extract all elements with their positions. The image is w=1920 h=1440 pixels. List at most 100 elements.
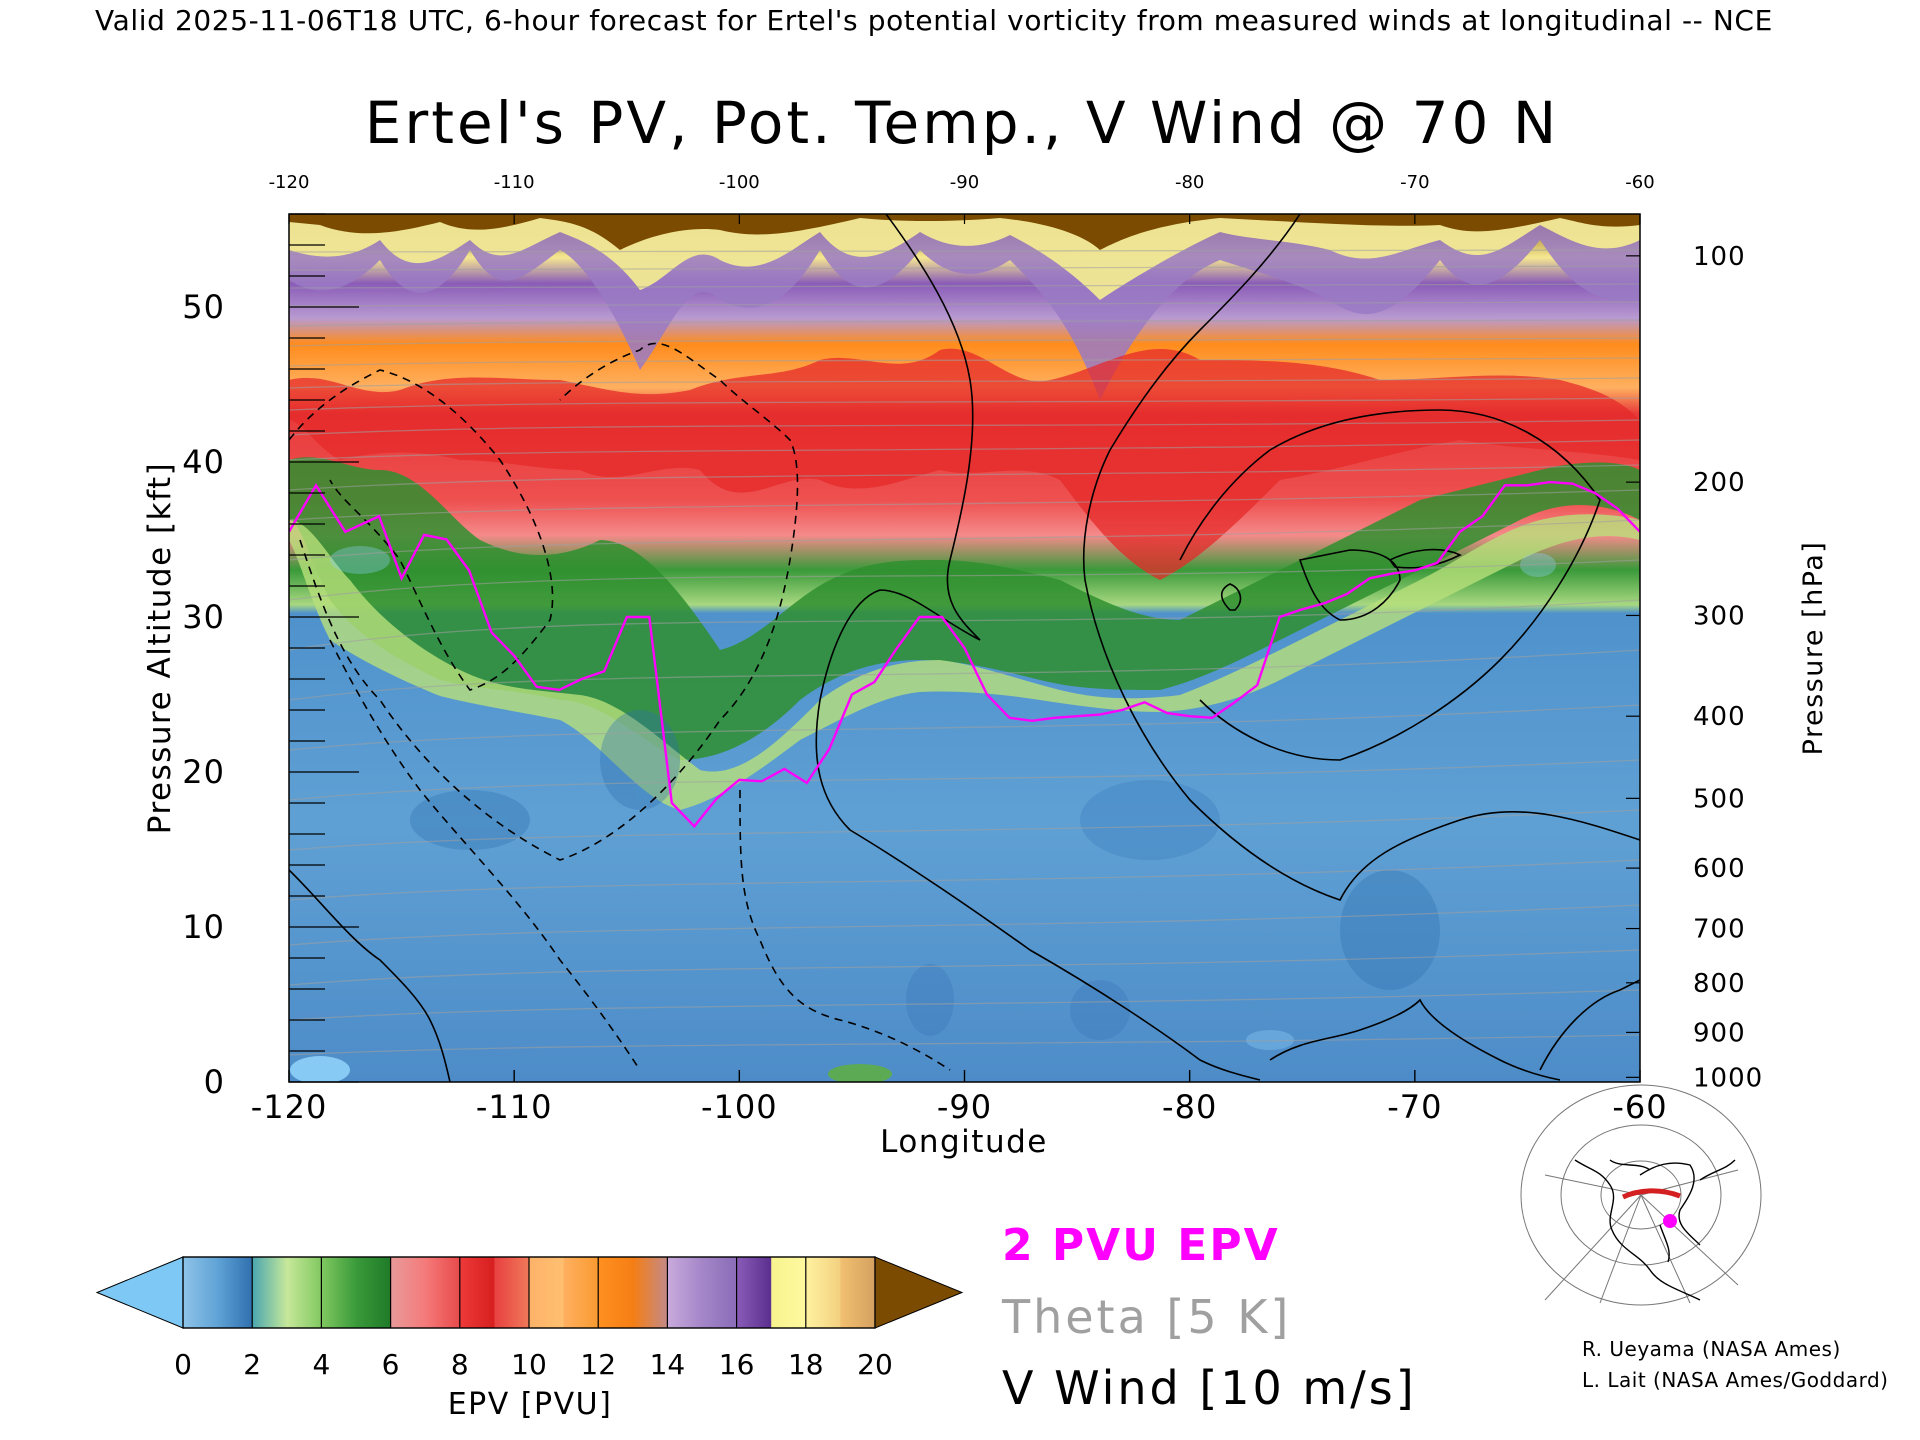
x-tick-label: -70: [1387, 1088, 1442, 1126]
y-tick-label: 0: [204, 1063, 225, 1101]
colorbar: 0 2 4 6 8 10 12 14 16 18 20 EPV [PVU]: [95, 1256, 964, 1422]
colorbar-bin: [563, 1257, 599, 1328]
colorbar-tick-label: 4: [312, 1348, 330, 1381]
legend-theta: Theta [5 K]: [1001, 1290, 1291, 1344]
troposphere-shading: [330, 546, 1556, 1050]
legend-epv: 2 PVU EPV: [1002, 1220, 1280, 1271]
pressure-axis-label: Pressure [hPa]: [1798, 541, 1829, 756]
x-axis-ticks-top: -120 -110 -100 -90 -80 -70 -60: [269, 172, 1655, 224]
x-top-tick-label: -90: [950, 172, 979, 193]
colorbar-bin: [736, 1257, 772, 1328]
colorbar-bin: [459, 1257, 495, 1328]
v-wind-ten-contour-3: [1298, 549, 1401, 621]
colorbar-bin: [840, 1257, 876, 1328]
v-wind-negative-contour-4: [329, 639, 641, 1071]
locator-map-transect: [1621, 1188, 1681, 1200]
x-axis-label: Longitude: [880, 1124, 1048, 1160]
colorbar-tick-label: 16: [719, 1348, 755, 1381]
y-axis-label: Pressure Altitude [kft]: [142, 462, 178, 834]
v-wind-contours: [289, 214, 1640, 1082]
colorbar-bin: [771, 1257, 807, 1328]
surface-green-patch: [828, 1064, 892, 1082]
colorbar-tick-label: 14: [650, 1348, 686, 1381]
colorbar-tick-label: 10: [511, 1348, 547, 1381]
x-tick-label: -100: [701, 1088, 778, 1126]
colorbar-bin: [632, 1257, 668, 1328]
pressure-tick-label: 400: [1693, 702, 1746, 732]
y-tick-label: 10: [182, 908, 225, 946]
colorbar-tick-label: 18: [788, 1348, 824, 1381]
colorbar-tick-label: 0: [174, 1348, 192, 1381]
x-top-tick-label: -110: [494, 172, 535, 193]
credit-line-2: L. Lait (NASA Ames/Goddard): [1582, 1368, 1888, 1392]
pressure-tick-label: 300: [1693, 601, 1746, 631]
tropopause-2pvu-line: [289, 480, 1640, 829]
legend-v-wind: V Wind [10 m/s]: [1002, 1361, 1417, 1415]
colorbar-tick-label: 8: [451, 1348, 469, 1381]
colorbar-label: EPV [PVU]: [448, 1387, 613, 1422]
colorbar-bin: [321, 1257, 357, 1328]
pressure-tick-label: 100: [1693, 242, 1746, 272]
colorbar-bin: [286, 1257, 322, 1328]
locator-map-marker: [1663, 1214, 1677, 1228]
light-green-fringe: [289, 514, 1640, 810]
locator-map: [1520, 1084, 1762, 1306]
green-pv-band: [289, 457, 1640, 760]
colorbar-bin: [667, 1257, 703, 1328]
v-wind-ten-contour-4: [1388, 548, 1462, 569]
valid-line: Valid 2025-11-06T18 UTC, 6-hour forecast…: [95, 4, 1773, 37]
colorbar-bin: [425, 1257, 461, 1328]
pressure-tick-label: 900: [1693, 1018, 1746, 1048]
v-wind-zero-contour-1: [289, 869, 451, 1082]
v-wind-ten-contour-2: [1179, 409, 1601, 761]
colorbar-bin: [702, 1257, 738, 1328]
pressure-tick-label: 1000: [1693, 1063, 1763, 1093]
x-tick-label: -120: [251, 1088, 328, 1126]
colorbar-under-arrow: [95, 1256, 184, 1329]
epv-field-detail: [289, 214, 1640, 1082]
v-wind-negative-contour-2: [299, 342, 799, 861]
v-wind-zero-contour-2: [815, 214, 1261, 1081]
x-tick-label: -60: [1612, 1088, 1667, 1126]
v-wind-negative-contour-3: [739, 789, 951, 1071]
colorbar-bin: [529, 1257, 565, 1328]
colorbar-bin: [183, 1257, 219, 1328]
locator-map-coastline: [1574, 1159, 1736, 1301]
x-top-tick-label: -70: [1400, 172, 1429, 193]
colorbar-tick-label: 6: [382, 1348, 400, 1381]
pressure-axis-ticks-right: 100 200 300 400 500 600 700 800 900 1000: [1626, 242, 1763, 1093]
x-tick-label: -90: [937, 1088, 992, 1126]
credit-line-1: R. Ueyama (NASA Ames): [1582, 1337, 1841, 1361]
pressure-tick-label: 500: [1693, 784, 1746, 814]
pressure-tick-label: 800: [1693, 969, 1746, 999]
x-tick-label: -80: [1162, 1088, 1217, 1126]
colorbar-bin: [390, 1257, 426, 1328]
colorbar-bin: [805, 1257, 841, 1328]
colorbar-ticks: 0 2 4 6 8 10 12 14 16 18 20: [174, 1257, 893, 1381]
v-wind-zero-contour-4: [1539, 979, 1640, 1071]
stratosphere-top-brown: [289, 214, 1640, 250]
colorbar-tick-label: 2: [243, 1348, 261, 1381]
colorbar-bin: [252, 1257, 288, 1328]
v-wind-negative-contour-1: [289, 369, 554, 691]
chart-title: Ertel's PV, Pot. Temp., V Wind @ 70 N: [365, 89, 1559, 157]
x-top-tick-label: -100: [719, 172, 760, 193]
pressure-tick-label: 200: [1693, 468, 1746, 498]
colorbar-bin: [217, 1257, 253, 1328]
v-wind-ten-contour-1: [1082, 214, 1640, 901]
y-tick-label: 30: [182, 598, 225, 636]
x-top-tick-label: -120: [269, 172, 310, 193]
v-wind-zero-contour-3: [1269, 998, 1561, 1081]
v-wind-ten-contour-5: [1220, 583, 1242, 611]
colorbar-tick-label: 20: [857, 1348, 893, 1381]
x-top-tick-label: -60: [1625, 172, 1654, 193]
pressure-tick-label: 600: [1693, 854, 1746, 884]
y-tick-label: 50: [182, 288, 225, 326]
plot-area: [288, 213, 1641, 1083]
y-tick-label: 40: [182, 443, 225, 481]
y-axis-ticks-left: 0 10 20 30 40 50: [182, 213, 359, 1101]
x-axis-ticks-bottom: -120 -110 -100 -90 -80 -70 -60: [251, 1070, 1667, 1126]
colorbar-over-arrow: [874, 1256, 964, 1329]
colorbar-bin: [494, 1257, 530, 1328]
